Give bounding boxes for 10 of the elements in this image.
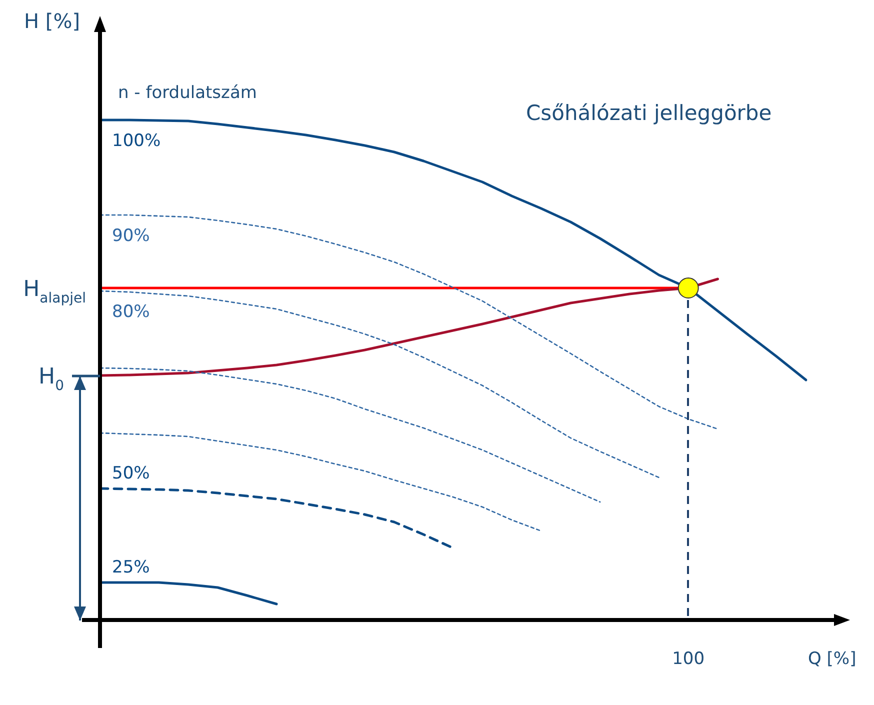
series-label: 100% (112, 131, 161, 151)
annotation: Csőhálózati jelleggörbe (526, 101, 772, 125)
y-axis-title: H [%] (24, 9, 80, 33)
series-label: 80% (112, 302, 150, 322)
series-label: 25% (112, 558, 150, 578)
x-axis-title: Q [%] (808, 649, 856, 669)
series-label: 90% (112, 226, 150, 246)
text: n - fordulatszám (118, 83, 257, 103)
text: 100 (672, 649, 705, 669)
series-label: 50% (112, 464, 150, 484)
